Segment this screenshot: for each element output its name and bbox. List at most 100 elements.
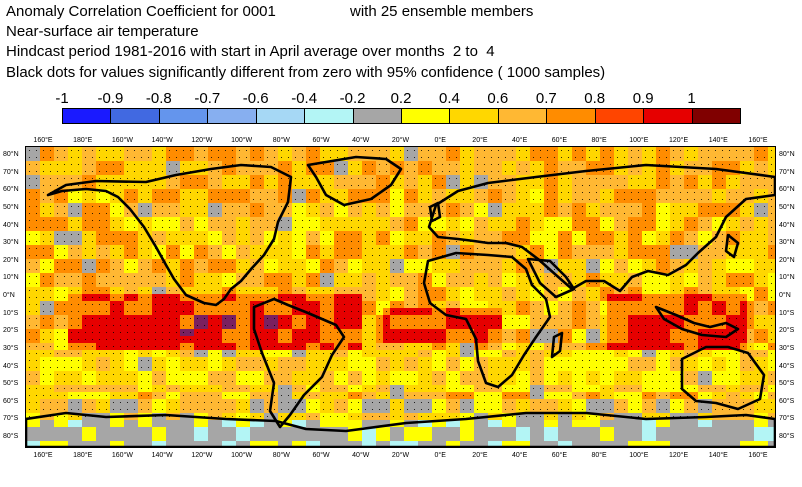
field-cell [628,427,636,435]
significance-dot [196,149,199,152]
longitude-tick-label: 20°E [472,452,488,459]
field-cell [229,441,237,447]
field-cell [411,427,419,435]
field-cell [565,420,573,428]
colorbar-swatch [449,108,499,124]
significance-dot [651,149,654,152]
field-cell [362,441,370,447]
longitude-tick-label: 100°W [231,137,253,144]
colorbar-label: 1 [687,90,696,107]
field-cell [600,434,608,442]
longitude-tick-label: 60°E [551,137,568,144]
latitude-tick-label: 80°N [3,151,19,158]
significance-dot [483,149,486,152]
field-cell [614,441,622,447]
significance-dot [28,163,31,166]
significance-dot [525,156,528,159]
field-cell [530,441,538,447]
significance-dot [581,156,584,159]
significance-dot [721,149,724,152]
field-cell [677,427,685,435]
significance-dot [385,163,388,166]
significance-dot [84,156,87,159]
field-cell [656,434,664,442]
field-cell [341,420,349,428]
significance-dot [238,156,241,159]
field-cell [257,427,265,435]
field-cell [649,427,657,435]
significance-dot [98,149,101,152]
field-cell [215,420,223,428]
significance-dot [301,163,304,166]
significance-dot [567,156,570,159]
significance-dot [266,163,269,166]
significance-dot [770,156,773,159]
significance-dot [420,163,423,166]
field-cell [75,420,83,428]
field-cell [194,434,202,442]
field-cell [257,441,265,447]
latitude-tick-label: 0°N [3,292,15,299]
field-cell [138,434,146,442]
longitude-tick-label: 180°E [73,137,93,144]
field-cell [369,427,377,435]
significance-dot [651,156,654,159]
significance-dot [728,156,731,159]
significance-dot [224,156,227,159]
field-cell [509,420,517,428]
field-cell [593,434,601,442]
significance-dot [658,156,661,159]
field-cell [411,441,419,447]
field-cell [754,427,762,435]
significance-dot [560,156,563,159]
significance-dot [532,156,535,159]
field-cell [565,427,573,435]
field-cell [621,427,629,435]
field-cell [215,427,223,435]
colorbar-swatch [110,108,160,124]
significance-dot [182,156,185,159]
field-cell [299,427,307,435]
field-cell [481,434,489,442]
field-cell [509,427,517,435]
field-cell [649,441,657,447]
field-cell [649,434,657,442]
latitude-tick-label: 70°S [3,415,19,423]
colorbar-label: -0.4 [291,90,318,107]
significance-dot [693,156,696,159]
colorbar-swatch [352,108,402,124]
field-cell [418,441,426,447]
longitude-tick-label: 60°W [312,137,330,144]
field-cell [432,420,440,428]
field-cell [488,420,496,428]
field-cell [117,427,125,435]
significance-dot [504,163,507,166]
field-cell [250,441,258,447]
field-cell [425,420,433,428]
significance-dot [105,156,108,159]
field-cell [89,427,97,435]
field-cell [250,434,258,442]
significance-dot [483,156,486,159]
field-cell [446,420,454,428]
field-cell [635,441,643,447]
field-cell [404,441,412,447]
significance-dot [175,163,178,166]
significance-dot [595,149,598,152]
field-cell [586,420,594,428]
field-cell [320,420,328,428]
field-cell [446,441,454,447]
latitude-tick-label: 40°S [3,362,19,370]
field-cell [390,434,398,442]
field-cell [572,434,580,442]
significance-dot [679,149,682,152]
significance-dot [245,149,248,152]
significance-dot [686,156,689,159]
field-cell [628,434,636,442]
significance-dot [602,149,605,152]
field-cell [607,441,615,447]
latitude-tick-label: 70°N [3,168,19,176]
field-cell [670,420,678,428]
field-cell [495,427,503,435]
significance-dot [343,149,346,152]
